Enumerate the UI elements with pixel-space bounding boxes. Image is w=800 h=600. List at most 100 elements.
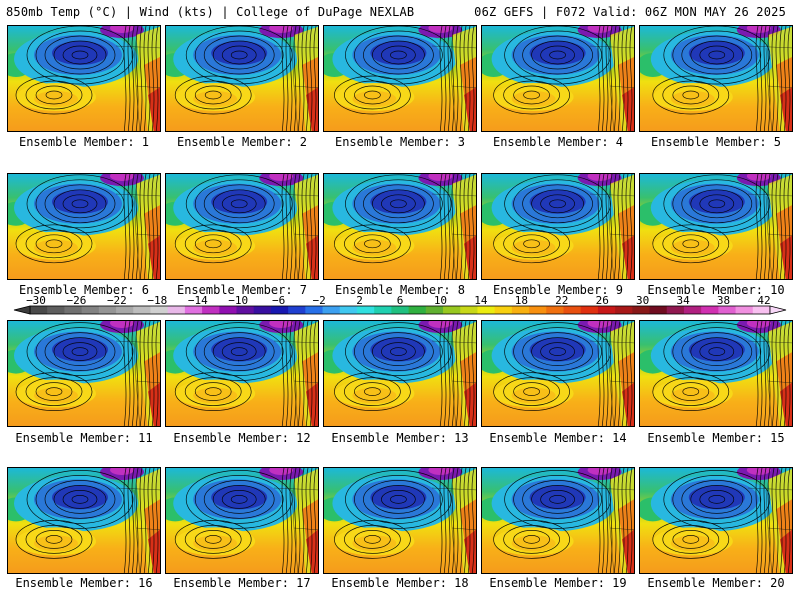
colorbar-min-arrow bbox=[13, 305, 31, 315]
ensemble-map-2 bbox=[165, 25, 319, 132]
ensemble-label-20: Ensemble Member: 20 bbox=[647, 576, 785, 590]
colorbar-tick-label: 30 bbox=[636, 294, 649, 307]
colorbar-swatch bbox=[339, 306, 358, 314]
colorbar-swatch bbox=[752, 306, 771, 314]
colorbar-swatch bbox=[64, 306, 83, 314]
ensemble-map-16 bbox=[7, 467, 161, 574]
colorbar-swatch bbox=[666, 306, 685, 314]
ensemble-map-1 bbox=[7, 25, 161, 132]
colorbar-swatch bbox=[580, 306, 599, 314]
colorbar-swatch bbox=[322, 306, 341, 314]
ensemble-label-3: Ensemble Member: 3 bbox=[334, 135, 466, 149]
colorbar-tick-label: 6 bbox=[397, 294, 404, 307]
colorbar-tick-label: 38 bbox=[717, 294, 730, 307]
ensemble-map-5 bbox=[639, 25, 793, 132]
ensemble-map-11 bbox=[7, 320, 161, 427]
colorbar-swatch bbox=[236, 306, 255, 314]
ensemble-map-4 bbox=[481, 25, 635, 132]
colorbar-swatch bbox=[443, 306, 461, 314]
colorbar-swatch bbox=[356, 306, 375, 314]
colorbar-tick-label: 18 bbox=[515, 294, 528, 307]
colorbar-tick-label: 22 bbox=[555, 294, 568, 307]
colorbar-swatch bbox=[116, 306, 134, 314]
ensemble-map-20 bbox=[639, 467, 793, 574]
colorbar-swatch bbox=[546, 306, 564, 314]
colorbar: −30 −26 −22 −18 −14 −10 −6 −2 2 6 10 14 18 22 26 30 34 38… bbox=[13, 294, 787, 315]
colorbar-swatch bbox=[735, 306, 754, 314]
colorbar-swatch bbox=[150, 306, 169, 314]
colorbar-swatch bbox=[133, 306, 151, 314]
colorbar-tick-label: 2 bbox=[356, 294, 363, 307]
colorbar-swatch bbox=[391, 306, 410, 314]
ensemble-map-19 bbox=[481, 467, 635, 574]
ensemble-map-14 bbox=[481, 320, 635, 427]
colorbar-swatch bbox=[477, 306, 496, 314]
colorbar-swatch bbox=[270, 306, 289, 314]
colorbar-swatch bbox=[167, 306, 186, 314]
colorbar-swatch bbox=[511, 306, 530, 314]
ensemble-label-1: Ensemble Member: 1 bbox=[18, 135, 150, 149]
colorbar-swatch bbox=[98, 306, 117, 314]
colorbar-swatch bbox=[494, 306, 513, 314]
colorbar-tick-label: −30 bbox=[26, 294, 46, 307]
colorbar-tick-label: 14 bbox=[474, 294, 488, 307]
ensemble-label-16: Ensemble Member: 16 bbox=[15, 576, 153, 590]
colorbar-swatch bbox=[81, 306, 100, 314]
colorbar-swatch bbox=[253, 306, 272, 314]
colorbar-swatch bbox=[202, 306, 220, 314]
colorbar-swatch bbox=[683, 306, 702, 314]
colorbar-swatch bbox=[408, 306, 427, 314]
ensemble-label-18: Ensemble Member: 18 bbox=[331, 576, 469, 590]
header-right: 06Z GEFS | F072 Valid: 06Z MON MAY 26 20… bbox=[474, 5, 786, 19]
colorbar-swatch bbox=[718, 306, 737, 314]
colorbar-swatch bbox=[597, 306, 616, 314]
ensemble-label-4: Ensemble Member: 4 bbox=[492, 135, 624, 149]
colorbar-tick-label: 34 bbox=[676, 294, 690, 307]
colorbar-tick-label: −14 bbox=[188, 294, 208, 307]
ensemble-label-14: Ensemble Member: 14 bbox=[489, 431, 627, 445]
ensemble-map-3 bbox=[323, 25, 477, 132]
ensemble-map-6 bbox=[7, 173, 161, 280]
ensemble-map-9 bbox=[481, 173, 635, 280]
colorbar-swatch bbox=[529, 306, 547, 314]
colorbar-swatch bbox=[288, 306, 306, 314]
ensemble-label-7: Ensemble Member: 7 bbox=[176, 283, 308, 297]
ensemble-map-7 bbox=[165, 173, 319, 280]
colorbar-tick-label: 10 bbox=[434, 294, 447, 307]
colorbar-max-arrow bbox=[769, 305, 787, 315]
ensemble-map-8 bbox=[323, 173, 477, 280]
colorbar-swatch bbox=[374, 306, 392, 314]
colorbar-swatch bbox=[701, 306, 719, 314]
colorbar-tick-label: −10 bbox=[228, 294, 248, 307]
colorbar-swatch bbox=[184, 306, 203, 314]
ensemble-label-2: Ensemble Member: 2 bbox=[176, 135, 308, 149]
ensemble-label-17: Ensemble Member: 17 bbox=[173, 576, 311, 590]
ensemble-label-15: Ensemble Member: 15 bbox=[647, 431, 785, 445]
colorbar-swatch bbox=[460, 306, 478, 314]
header-left: 850mb Temp (°C) | Wind (kts) | College o… bbox=[6, 5, 415, 19]
colorbar-swatch bbox=[305, 306, 324, 314]
ensemble-map-17 bbox=[165, 467, 319, 574]
ensemble-label-8: Ensemble Member: 8 bbox=[334, 283, 466, 297]
colorbar-swatch bbox=[30, 306, 48, 314]
colorbar-swatch bbox=[425, 306, 444, 314]
ensemble-label-5: Ensemble Member: 5 bbox=[650, 135, 782, 149]
ensemble-map-15 bbox=[639, 320, 793, 427]
ensemble-label-12: Ensemble Member: 12 bbox=[173, 431, 311, 445]
ensemble-label-9: Ensemble Member: 9 bbox=[492, 283, 624, 297]
ensemble-map-13 bbox=[323, 320, 477, 427]
colorbar-swatch bbox=[649, 306, 668, 314]
colorbar-tick-label: −6 bbox=[272, 294, 285, 307]
colorbar-tick-label: −26 bbox=[67, 294, 87, 307]
ensemble-label-13: Ensemble Member: 13 bbox=[331, 431, 469, 445]
ensemble-map-18 bbox=[323, 467, 477, 574]
ensemble-label-6: Ensemble Member: 6 bbox=[18, 283, 150, 297]
colorbar-tick-label: −2 bbox=[312, 294, 325, 307]
colorbar-swatch bbox=[632, 306, 651, 314]
colorbar-swatch bbox=[563, 306, 582, 314]
ensemble-label-10: Ensemble Member: 10 bbox=[647, 283, 785, 297]
ensemble-map-12 bbox=[165, 320, 319, 427]
colorbar-swatch bbox=[615, 306, 633, 314]
colorbar-tick-label: 26 bbox=[596, 294, 609, 307]
ensemble-map-10 bbox=[639, 173, 793, 280]
